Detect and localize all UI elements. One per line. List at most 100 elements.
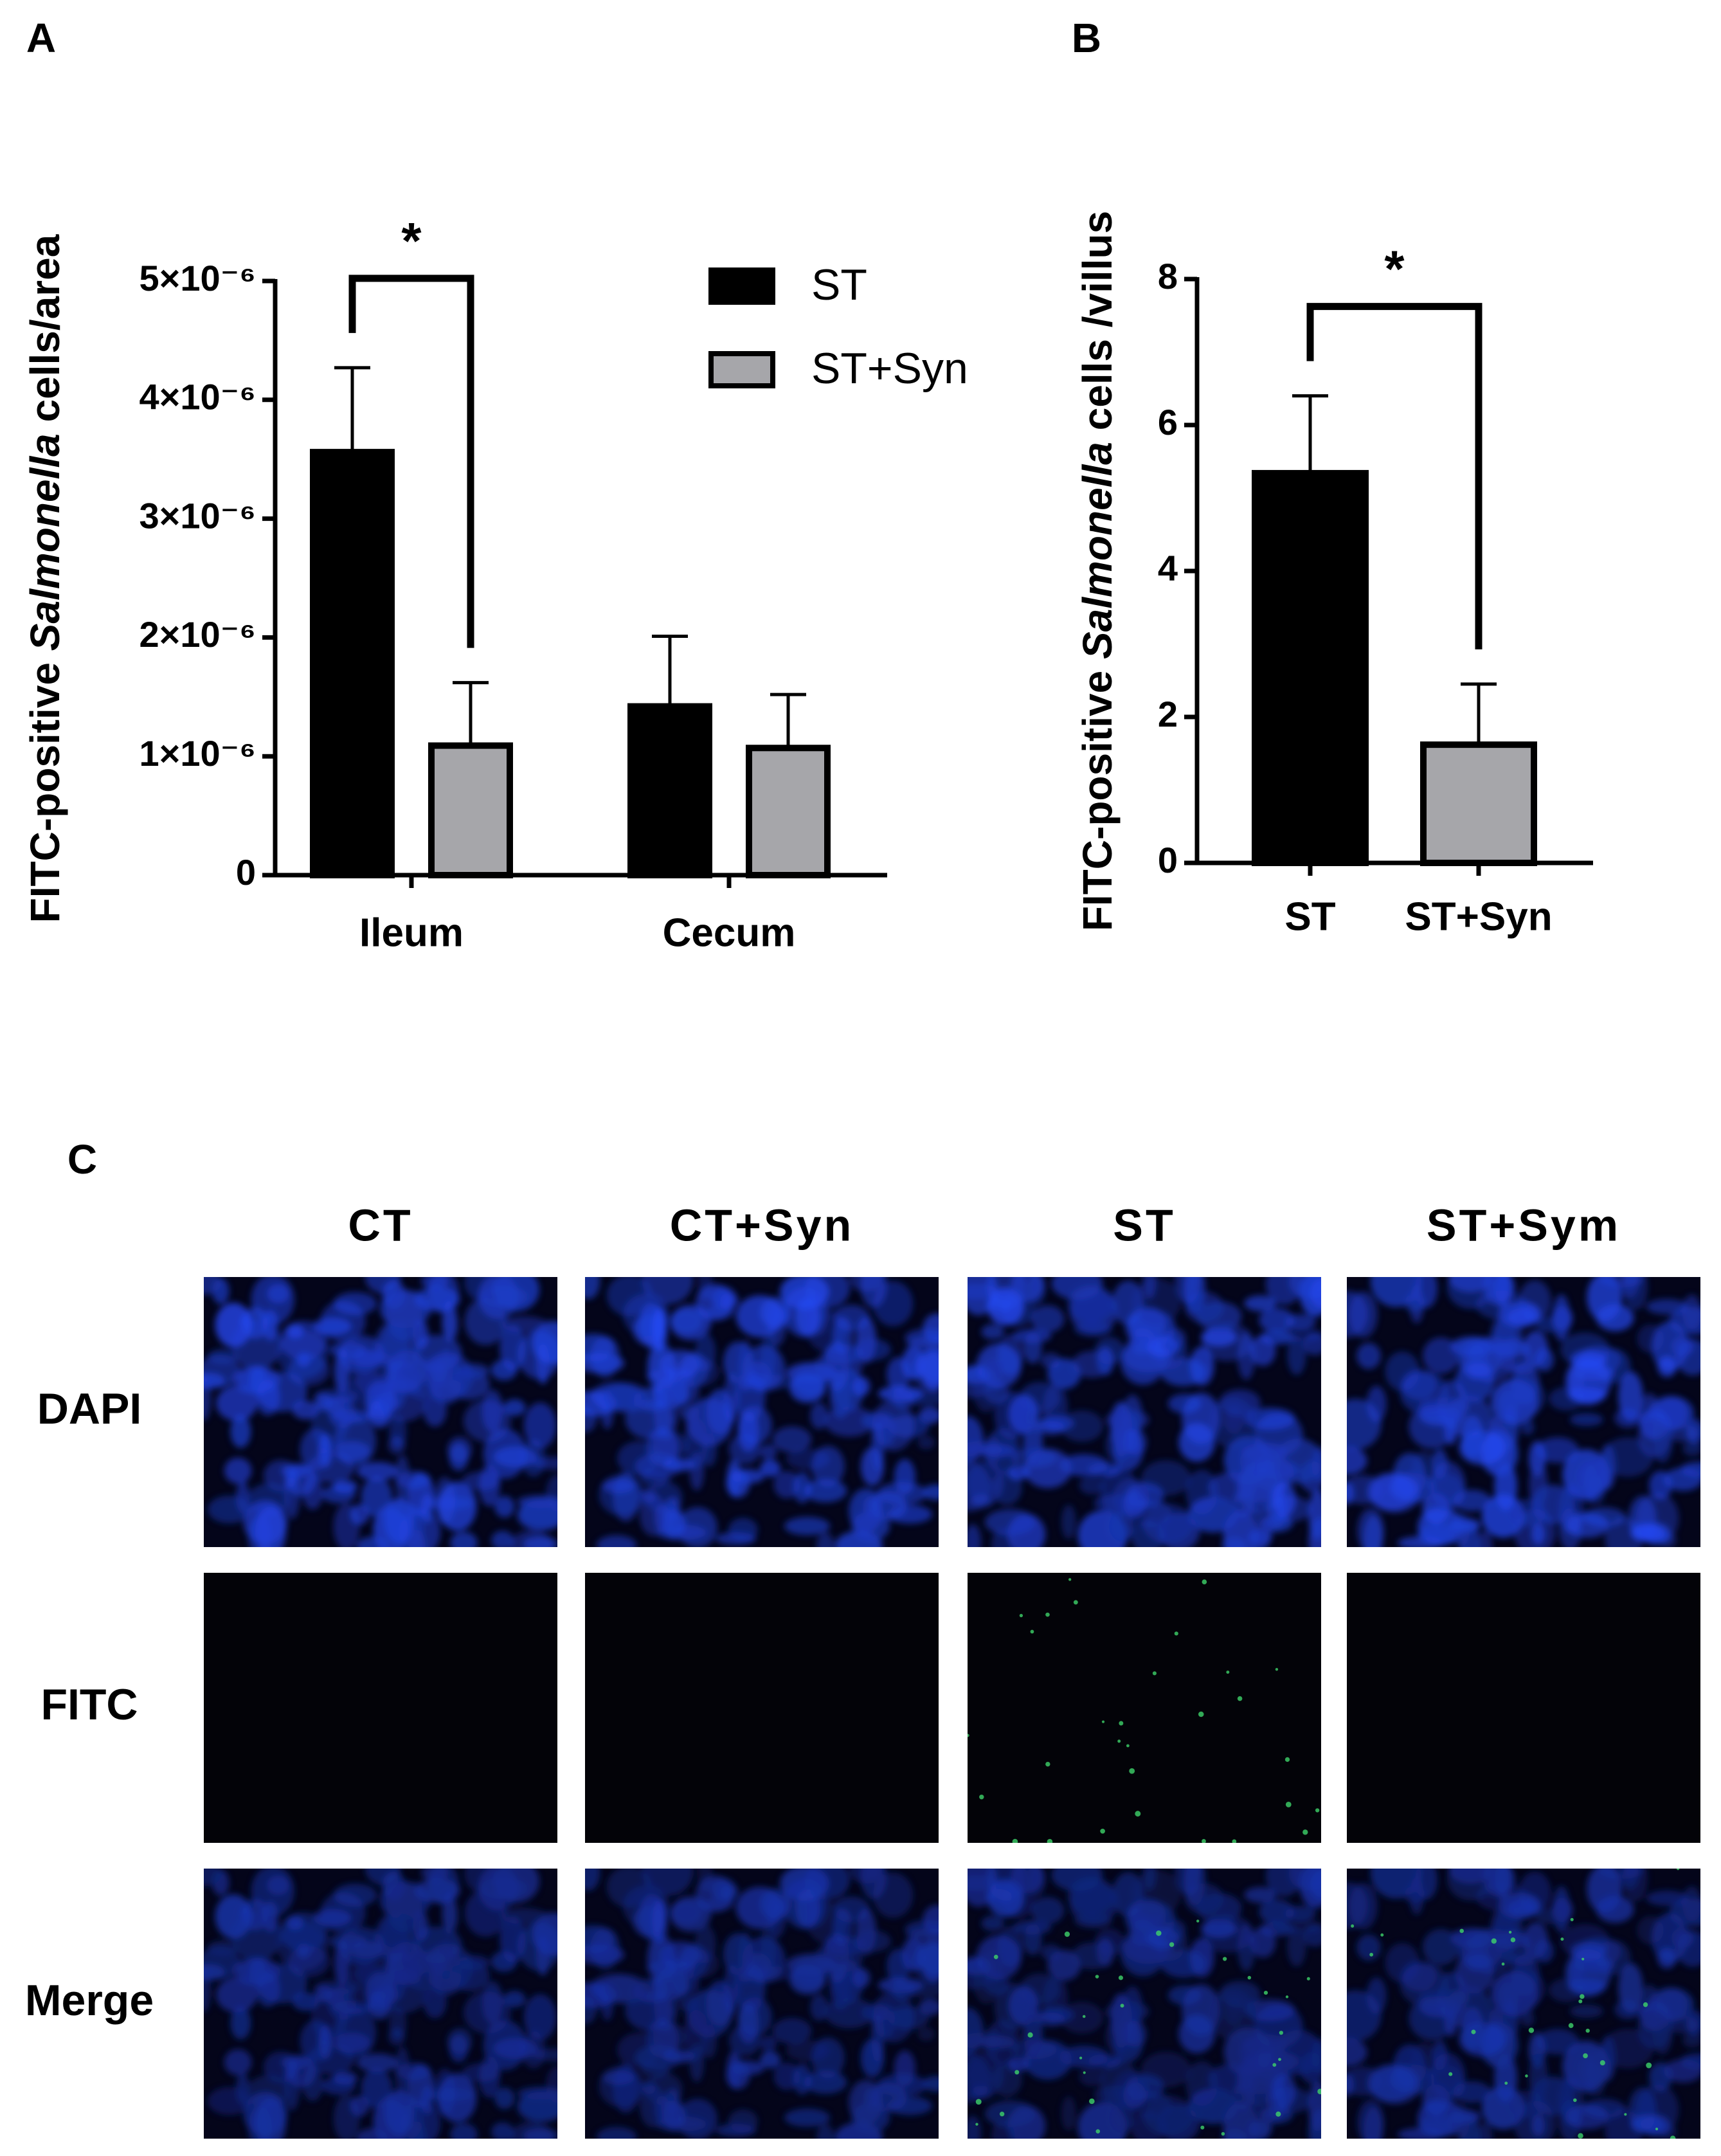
tissue-blob (1070, 1880, 1118, 1926)
y-axis-label: FITC-positive Salmonella cells/area (22, 234, 68, 923)
fitc-spot (1599, 2060, 1605, 2066)
tissue-blob (1571, 1941, 1607, 1961)
fitc-spot (1459, 1928, 1464, 1934)
tissue-blob (518, 2089, 557, 2121)
tissue-blob (313, 1908, 352, 1927)
tissue-blob (716, 1532, 756, 1545)
tissue-blob (654, 1504, 670, 1532)
tissue-blob (849, 1869, 883, 1884)
micrograph (1347, 1573, 1700, 1843)
tissue-blob (1529, 1462, 1548, 1508)
bar (1252, 469, 1369, 866)
micrograph-content (585, 1277, 939, 1547)
micrograph (585, 1573, 939, 1843)
tissue-blob (1520, 2011, 1535, 2027)
fitc-spot (1578, 2133, 1583, 2139)
tissue-blob (428, 1953, 447, 1974)
tissue-blob (1466, 1363, 1493, 1377)
fitc-spot (1196, 1919, 1200, 1923)
tissue-blob (1223, 2099, 1273, 2139)
fitc-spot (1232, 1839, 1237, 1843)
tissue-blob (204, 1869, 222, 1887)
tissue-blob (287, 1946, 330, 1978)
tissue-blob (1630, 2115, 1665, 2134)
fitc-spot (1135, 1811, 1141, 1817)
tissue-blob (1059, 1454, 1108, 1476)
tissue-blob (1596, 1896, 1634, 1923)
tissue-blob (1265, 1277, 1303, 1305)
tissue-blob (464, 1399, 511, 1442)
tissue-blob (1196, 1301, 1242, 1331)
fitc-spot (1263, 1991, 1268, 1995)
tissue-blob (852, 1968, 870, 1988)
tissue-blob (695, 1333, 716, 1372)
micrograph (204, 1573, 557, 1843)
tissue-blob (1364, 2106, 1383, 2139)
fitc-spot (1095, 2129, 1101, 2133)
fitc-spot (1064, 1931, 1070, 1937)
tissue-blob (1620, 1277, 1639, 1298)
tissue-blob (696, 1875, 734, 1913)
tissue-blob (1657, 1356, 1677, 1377)
tissue-blob (780, 1869, 829, 1901)
tissue-blob (596, 1535, 637, 1547)
tissue-blob (1618, 1962, 1643, 2013)
tissue-blob (1272, 1481, 1296, 1517)
x-tick-label: ST+Syn (1405, 894, 1552, 939)
panel-label: A (26, 15, 56, 61)
tissue-blob (352, 1941, 397, 1988)
tissue-blob (1123, 2081, 1147, 2110)
tissue-blob (1072, 1942, 1112, 1970)
tissue-blob (585, 1869, 600, 1891)
tissue-blob (1508, 1308, 1536, 1325)
tissue-blob (1618, 1371, 1643, 1422)
tissue-blob (333, 1883, 377, 1907)
fitc-spot (1200, 2125, 1205, 2130)
y-tick-label: 8 (1158, 256, 1178, 296)
tissue (1347, 1869, 1700, 2139)
micrograph (585, 1869, 939, 2139)
fitc-spot (1174, 1631, 1178, 1636)
tissue-blob (669, 1379, 699, 1404)
tissue-blob (760, 1444, 777, 1460)
tissue (204, 1869, 557, 2139)
tissue-blob (1131, 1520, 1166, 1547)
micrograph-content (585, 1869, 939, 2139)
tissue-blob (906, 1336, 939, 1352)
tissue-blob (523, 1402, 557, 1449)
tissue-blob (395, 1454, 410, 1504)
tissue-blob (659, 1350, 701, 1379)
significance-bracket (1306, 303, 1482, 649)
tissue-blob (523, 2128, 557, 2139)
tissue-blob (1523, 1922, 1548, 1959)
tissue-blob (207, 1495, 251, 1524)
tissue-blob (1553, 1294, 1571, 1341)
tissue-blob (385, 1291, 422, 1341)
fitc-spot (1284, 1757, 1290, 1762)
tissue-blob (1209, 1988, 1256, 2040)
fitc-spot (1510, 1937, 1516, 1943)
tissue-blob (385, 1882, 422, 1933)
tissue-blob (811, 1445, 845, 1487)
tissue-blob (1079, 1476, 1105, 1495)
tissue-blob (1466, 1954, 1493, 1969)
tissue-blob (1175, 1277, 1201, 1304)
tissue-blob (1185, 1469, 1218, 1515)
tissue-blob (1497, 1376, 1545, 1418)
fitc-spot (1315, 1808, 1320, 1813)
tissue-blob (772, 1426, 812, 1453)
fitc-spot (1202, 1839, 1206, 1843)
tissue-blob (1347, 1475, 1383, 1505)
tissue-blob (281, 1463, 310, 1478)
tissue-blob (255, 1506, 286, 1547)
tissue-blob (784, 1516, 831, 1535)
tissue-blob (737, 1410, 759, 1453)
tissue-blob (968, 1277, 998, 1316)
tissue (204, 1277, 557, 1547)
micrograph-content (1347, 1277, 1700, 1547)
tissue-blob (680, 1996, 700, 2013)
tissue-blob (723, 1933, 753, 1975)
tissue (968, 1869, 1321, 2139)
tissue-blob (1573, 1365, 1615, 1382)
fitc-spot (1646, 2062, 1652, 2069)
